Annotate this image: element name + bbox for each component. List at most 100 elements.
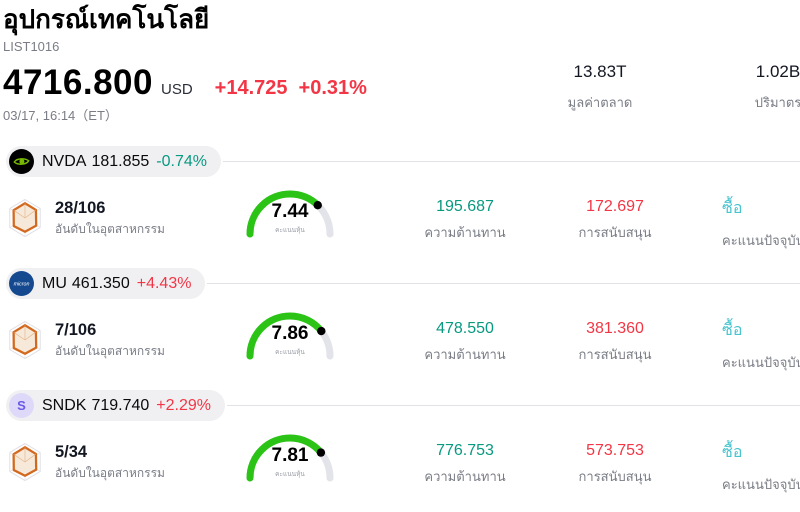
price-line: 4716.800 USD +14.725 +0.31% bbox=[3, 64, 800, 102]
support-stat: 172.697 การสนับสนุน bbox=[540, 198, 690, 243]
signal-label: คะแนนปัจจุบัน bbox=[722, 355, 800, 370]
buy-signal: ซื้อ bbox=[722, 444, 743, 461]
index-header: อุปกรณ์เทคโนโลยี LIST1016 4716.800 USD +… bbox=[0, 0, 800, 146]
rank-text: 5/34 อันดับในอุตสาหกรรม bbox=[55, 442, 165, 483]
radar-hexagon-icon bbox=[9, 198, 41, 238]
chip-line: micron NVDA 181.855 -0.74% bbox=[0, 146, 800, 177]
page-title: อุปกรณ์เทคโนโลยี bbox=[3, 4, 210, 34]
volume-stat: 1.02B ปริมาตร bbox=[712, 62, 800, 113]
resistance-label: ความต้านทาน bbox=[424, 469, 506, 484]
stock-logo: micron S bbox=[9, 393, 34, 418]
resistance-value: 776.753 bbox=[436, 442, 494, 459]
index-price: 4716.800 bbox=[3, 63, 153, 102]
resistance-value: 478.550 bbox=[436, 320, 494, 337]
divider-line bbox=[227, 405, 800, 406]
radar-hexagon-icon bbox=[9, 320, 41, 360]
ticker-change: +2.29% bbox=[156, 396, 212, 414]
buy-signal-block: ซื้อ คะแนนปัจจุบัน bbox=[722, 196, 800, 251]
price-change-abs: +14.725 bbox=[214, 77, 288, 99]
volume-value: 1.02B bbox=[755, 62, 800, 81]
ticker-change: +4.43% bbox=[136, 274, 192, 292]
score-label: คะแนนหุ้น bbox=[275, 227, 305, 234]
currency-label: USD bbox=[160, 81, 193, 98]
support-value: 172.697 bbox=[586, 198, 644, 215]
ticker-price: 719.740 bbox=[91, 396, 150, 414]
chip-line: micron S SNDK 719.740 +2.29% bbox=[0, 390, 800, 421]
resistance-value: 195.687 bbox=[436, 198, 494, 215]
score-label: คะแนนหุ้น bbox=[275, 349, 305, 356]
resistance-label: ความต้านทาน bbox=[424, 225, 506, 240]
row-content: 28/106 อันดับในอุตสาหกรรม 7.44 คะแนนหุ้น… bbox=[0, 177, 800, 268]
chip-line: micron MU 461.350 +4.43% bbox=[0, 268, 800, 299]
market-cap-stat: 13.83T มูลค่าตลาด bbox=[538, 62, 662, 113]
gauge-arc-icon bbox=[246, 434, 334, 482]
ticker-symbol: SNDK bbox=[42, 396, 87, 414]
row-content: 5/34 อันดับในอุตสาหกรรม 7.81 คะแนนหุ้น 7… bbox=[0, 421, 800, 512]
stock-row: micron S SNDK 719.740 +2.29% bbox=[0, 390, 800, 512]
stock-row: micron MU 461.350 +4.43% bbox=[0, 268, 800, 390]
divider-line bbox=[223, 161, 800, 162]
stock-chip[interactable]: micron MU 461.350 +4.43% bbox=[6, 268, 206, 299]
industry-rank: 28/106 อันดับในอุตสาหกรรม bbox=[6, 198, 165, 239]
price-datetime: 03/17, 16:14（ET） bbox=[3, 108, 118, 123]
buy-signal: ซื้อ bbox=[722, 200, 743, 217]
signal-label: คะแนนปัจจุบัน bbox=[722, 233, 800, 248]
support-stat: 573.753 การสนับสนุน bbox=[540, 442, 690, 487]
ticker-symbol: MU bbox=[42, 274, 67, 292]
radar-hexagon-icon bbox=[9, 442, 41, 482]
rank-text: 7/106 อันดับในอุตสาหกรรม bbox=[55, 320, 165, 361]
score-label: คะแนนหุ้น bbox=[275, 471, 305, 478]
market-cap-label: มูลค่าตลาด bbox=[567, 95, 633, 110]
score-value: 7.44 bbox=[271, 201, 309, 222]
support-value: 573.753 bbox=[586, 442, 644, 459]
stock-row: micron NVDA 181.855 -0.74% bbox=[0, 146, 800, 268]
score-gauge: 7.86 คะแนนหุ้น bbox=[242, 307, 338, 365]
rank-value: 7/106 bbox=[55, 321, 97, 339]
stock-logo: micron bbox=[9, 149, 34, 174]
micron-logo-icon: micron bbox=[9, 271, 34, 296]
stock-rows: micron NVDA 181.855 -0.74% bbox=[0, 146, 800, 512]
support-label: การสนับสนุน bbox=[578, 469, 652, 484]
score-gauge: 7.81 คะแนนหุ้น bbox=[242, 429, 338, 487]
rank-value: 28/106 bbox=[55, 199, 106, 217]
signal-label: คะแนนปัจจุบัน bbox=[722, 477, 800, 492]
divider-line bbox=[207, 283, 800, 284]
sndk-letter-avatar: S bbox=[9, 393, 34, 418]
price-change-pct: +0.31% bbox=[298, 77, 367, 99]
rank-label: อันดับในอุตสาหกรรม bbox=[55, 222, 165, 236]
header-stats: 13.83T มูลค่าตลาด 1.02B ปริมาตร bbox=[538, 62, 800, 113]
svg-text:micron: micron bbox=[14, 281, 30, 287]
ticker-price: 461.350 bbox=[71, 274, 130, 292]
volume-label: ปริมาตร bbox=[754, 95, 800, 110]
rank-label: อันดับในอุตสาหกรรม bbox=[55, 344, 165, 358]
buy-signal-block: ซื้อ คะแนนปัจจุบัน bbox=[722, 440, 800, 495]
support-stat: 381.360 การสนับสนุน bbox=[540, 320, 690, 365]
resistance-label: ความต้านทาน bbox=[424, 347, 506, 362]
score-gauge: 7.44 คะแนนหุ้น bbox=[242, 185, 338, 243]
buy-signal: ซื้อ bbox=[722, 322, 743, 339]
support-label: การสนับสนุน bbox=[578, 225, 652, 240]
nvidia-logo-icon bbox=[9, 149, 34, 174]
ticker-price: 181.855 bbox=[91, 152, 150, 170]
industry-rank: 7/106 อันดับในอุตสาหกรรม bbox=[6, 320, 165, 361]
support-label: การสนับสนุน bbox=[578, 347, 652, 362]
rank-text: 28/106 อันดับในอุตสาหกรรม bbox=[55, 198, 165, 239]
ticker-change: -0.74% bbox=[156, 152, 207, 170]
stock-chip[interactable]: micron S SNDK 719.740 +2.29% bbox=[6, 390, 226, 421]
ticker-symbol: NVDA bbox=[42, 152, 87, 170]
industry-rank: 5/34 อันดับในอุตสาหกรรม bbox=[6, 442, 165, 483]
score-value: 7.86 bbox=[271, 323, 309, 344]
support-value: 381.360 bbox=[586, 320, 644, 337]
score-value: 7.81 bbox=[271, 445, 309, 466]
row-content: 7/106 อันดับในอุตสาหกรรม 7.86 คะแนนหุ้น … bbox=[0, 299, 800, 390]
buy-signal-block: ซื้อ คะแนนปัจจุบัน bbox=[722, 318, 800, 373]
resistance-stat: 195.687 ความต้านทาน bbox=[390, 198, 540, 243]
gauge-arc-icon bbox=[246, 312, 334, 360]
rank-label: อันดับในอุตสาหกรรม bbox=[55, 466, 165, 480]
stock-logo: micron bbox=[9, 271, 34, 296]
resistance-stat: 776.753 ความต้านทาน bbox=[390, 442, 540, 487]
stock-chip[interactable]: micron NVDA 181.855 -0.74% bbox=[6, 146, 221, 177]
list-id: LIST1016 bbox=[3, 39, 60, 54]
market-cap-value: 13.83T bbox=[573, 62, 627, 81]
gauge-arc-icon bbox=[246, 190, 334, 238]
